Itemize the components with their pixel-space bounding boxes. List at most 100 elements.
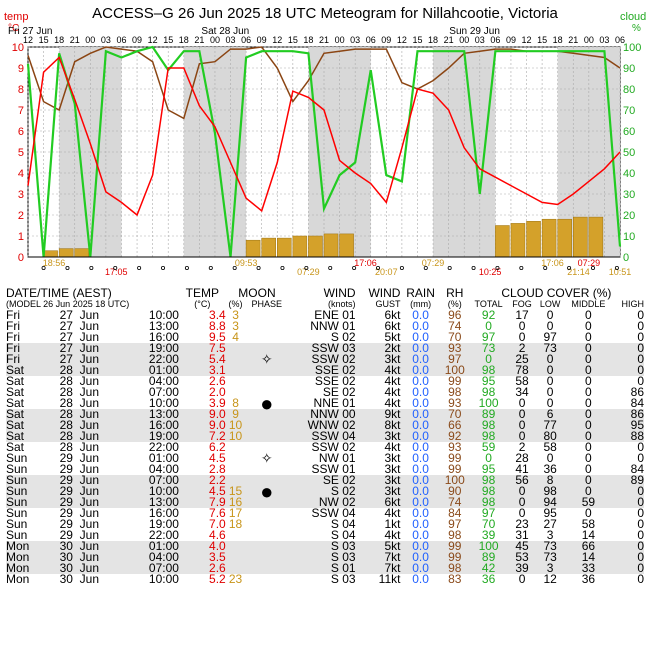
cell-date: 29 xyxy=(59,484,73,498)
right-axis-unit: % xyxy=(632,23,641,34)
cell-temp: 7.0 xyxy=(209,517,226,531)
cell-moon-phase xyxy=(245,321,288,332)
cell-wind: SSW 02 xyxy=(311,352,356,366)
cell-moon-phase xyxy=(245,420,288,431)
cell-month: Jun xyxy=(79,462,100,476)
cell-cloud-total: 0 xyxy=(485,352,492,366)
cell-month: Jun xyxy=(79,308,100,322)
cell-middle: 0 xyxy=(585,451,592,465)
cell-rain: 0.0 xyxy=(412,484,429,498)
cell-month: Jun xyxy=(79,363,100,377)
cell-temp: 3.4 xyxy=(209,308,226,322)
cell-time: 01:00 xyxy=(148,539,179,553)
cell-wind: S 01 xyxy=(330,561,356,575)
table-row: Mon 30 Jun 07:00 2.6 S 01 7kt 0.0 98 42 39 3 33 0 xyxy=(6,561,644,575)
cell-wind: SE 02 xyxy=(322,385,356,399)
cell-time: 04:00 xyxy=(148,374,179,388)
cell-cloud-total: 42 xyxy=(481,561,496,575)
cell-low: 0 xyxy=(546,352,554,366)
cell-low: 77 xyxy=(543,418,557,432)
table-row: Sun 29 Jun 01:00 4.5 ✧ NW 01 3kt 0.0 99 0 28 0 0 0 xyxy=(6,450,644,466)
cell-low: 6 xyxy=(546,407,554,421)
left-tick-label: 9 xyxy=(18,63,24,75)
hour-label: 15 xyxy=(163,35,173,45)
cell-moon-phase xyxy=(245,552,288,563)
cell-rain: 0.0 xyxy=(412,418,429,432)
subheader-cell: FOG xyxy=(512,299,532,309)
cell-time: 13:00 xyxy=(148,495,179,509)
cell-high: 0 xyxy=(637,363,644,377)
table-row: Sat 28 Jun 19:00 7.2 10 SSW 04 3kt 0.0 92 98 0 80 0 88 xyxy=(6,429,644,443)
moon-dot xyxy=(447,265,452,270)
cell-temp: 9.0 xyxy=(209,407,226,421)
table-row: Sun 29 Jun 13:00 7.9 16 NW 02 6kt 0.0 74 98 0 94 59 0 xyxy=(6,495,644,509)
cell-rain: 0.0 xyxy=(412,352,429,366)
cell-gust: 4kt xyxy=(384,374,401,388)
cell-rh: 98 xyxy=(448,385,462,399)
cell-low: 97 xyxy=(543,330,557,344)
cell-day: Mon xyxy=(6,550,30,564)
cell-high: 84 xyxy=(630,396,644,410)
right-tick-label: 60 xyxy=(623,126,635,138)
cell-time: 16:00 xyxy=(148,418,179,432)
cell-cloud-total: 98 xyxy=(481,495,496,509)
cloud-line xyxy=(26,45,622,258)
table-row: Fri 27 Jun 22:00 5.4 ✧ SSW 02 3kt 0.0 97 0 25 0 0 0 xyxy=(6,352,644,366)
cell-rh: 74 xyxy=(448,495,462,509)
cell-middle: 0 xyxy=(585,418,592,432)
cell-rh: 99 xyxy=(448,550,462,564)
sun-time: 10:25 xyxy=(479,267,502,277)
cell-wind: SSW 04 xyxy=(311,506,356,520)
cell-middle: 0 xyxy=(585,319,592,333)
cell-cloud-total: 98 xyxy=(481,429,496,443)
hour-label: 18 xyxy=(54,35,64,45)
cell-fog: 2 xyxy=(518,341,526,355)
cell-rain: 0.0 xyxy=(412,319,429,333)
cell-temp: 8.8 xyxy=(209,319,226,333)
right-tick-label: 0 xyxy=(623,252,629,264)
cell-day: Sat xyxy=(6,440,25,454)
right-tick-label: 100 xyxy=(623,42,641,54)
subheader-cell: TOTAL xyxy=(474,299,503,309)
cell-time: 22:00 xyxy=(148,440,179,454)
cell-wind: S 03 xyxy=(330,539,356,553)
table-row: Fri 27 Jun 19:00 7.5 SSW 03 2kt 0.0 93 73 2 73 0 0 xyxy=(6,341,644,355)
day-label: Sat 28 Jun xyxy=(201,26,249,37)
hour-label: 06 xyxy=(116,35,126,45)
subheader-cell: LOW xyxy=(539,299,561,309)
header-cell: RH xyxy=(446,286,464,300)
cell-temp: 2.6 xyxy=(209,374,226,388)
cell-time: 16:00 xyxy=(148,506,179,520)
cell-high: 0 xyxy=(637,484,644,498)
hour-label: 03 xyxy=(226,35,236,45)
cell-fog: 56 xyxy=(515,473,529,487)
cell-date: 30 xyxy=(59,572,73,586)
left-tick-label: 7 xyxy=(18,105,24,117)
cell-month: Jun xyxy=(79,561,100,575)
cell-high: 86 xyxy=(630,385,644,399)
cell-high: 0 xyxy=(637,451,644,465)
rain-bar xyxy=(510,223,526,258)
cell-day: Sat xyxy=(6,418,25,432)
cell-fog: 41 xyxy=(515,462,529,476)
table-row: Sat 28 Jun 07:00 2.0 SE 02 4kt 0.0 98 98 34 0 0 86 xyxy=(6,385,644,399)
cell-cloud-total: 89 xyxy=(481,550,496,564)
cell-gust: 6kt xyxy=(384,308,401,322)
cell-gust: 7kt xyxy=(384,550,401,564)
cell-temp: 2.2 xyxy=(209,473,226,487)
subheader-cell: (°C) xyxy=(194,299,211,309)
cell-middle: 0 xyxy=(585,506,592,520)
cell-rain: 0.0 xyxy=(412,440,429,454)
cell-wind: NNW 00 xyxy=(310,407,356,421)
cell-moon-pct: 3 xyxy=(232,319,239,333)
cell-rh: 70 xyxy=(448,407,462,421)
cell-temp: 4.5 xyxy=(209,451,226,465)
cell-time: 10:00 xyxy=(148,484,179,498)
cell-date: 30 xyxy=(59,550,73,564)
cell-month: Jun xyxy=(79,429,100,443)
cell-middle: 0 xyxy=(585,385,592,399)
cell-moon-pct: 17 xyxy=(228,506,243,520)
cell-moon-phase: ✧ xyxy=(260,450,273,466)
cell-time: 22:00 xyxy=(148,352,179,366)
cell-low: 8 xyxy=(546,473,554,487)
